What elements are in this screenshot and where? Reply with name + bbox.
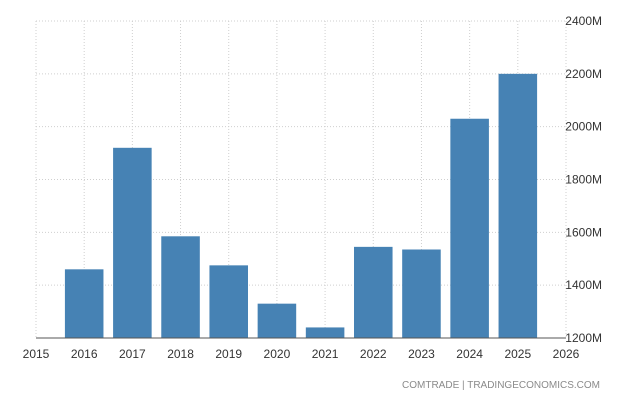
bar-2017[interactable] [113, 147, 152, 338]
bar-2024[interactable] [450, 118, 489, 339]
bar-series [64, 73, 538, 339]
x-axis-ticks: 2015 2016 2017 2018 2019 2020 2021 2022 2023 2024… [23, 347, 580, 361]
x-tick-label: 2026 [553, 347, 580, 361]
y-tick-label: 2200M [565, 67, 602, 81]
bar-2016[interactable] [64, 269, 104, 338]
x-tick-label: 2020 [264, 347, 291, 361]
y-tick-label: 1400M [565, 278, 602, 292]
bar-2018[interactable] [161, 236, 200, 338]
x-tick-label: 2015 [23, 347, 50, 361]
bar-2021[interactable] [305, 327, 345, 338]
y-tick-label: 1600M [565, 225, 602, 239]
source-credit: COMTRADE | TRADINGECONOMICS.COM [402, 380, 600, 391]
x-tick-label: 2016 [71, 347, 98, 361]
bar-2023[interactable] [402, 249, 441, 339]
x-tick-label: 2024 [456, 347, 483, 361]
x-tick-label: 2025 [504, 347, 531, 361]
x-tick-label: 2022 [360, 347, 387, 361]
x-tick-label: 2018 [167, 347, 194, 361]
y-tick-label: 1200M [565, 331, 602, 345]
x-tick-label: 2023 [408, 347, 435, 361]
bar-2025[interactable] [498, 73, 538, 338]
bar-2019[interactable] [209, 265, 248, 338]
y-tick-label: 2400M [565, 14, 602, 28]
y-axis-ticks: 1200M 1400M 1600M 1800M 2000M 2200M 2400M [565, 14, 602, 345]
x-tick-label: 2021 [312, 347, 339, 361]
y-tick-label: 1800M [565, 173, 602, 187]
x-tick-label: 2017 [119, 347, 146, 361]
y-tick-label: 2000M [565, 120, 602, 134]
bar-2020[interactable] [257, 303, 297, 338]
bar-2022[interactable] [354, 246, 393, 338]
x-tick-label: 2019 [215, 347, 242, 361]
